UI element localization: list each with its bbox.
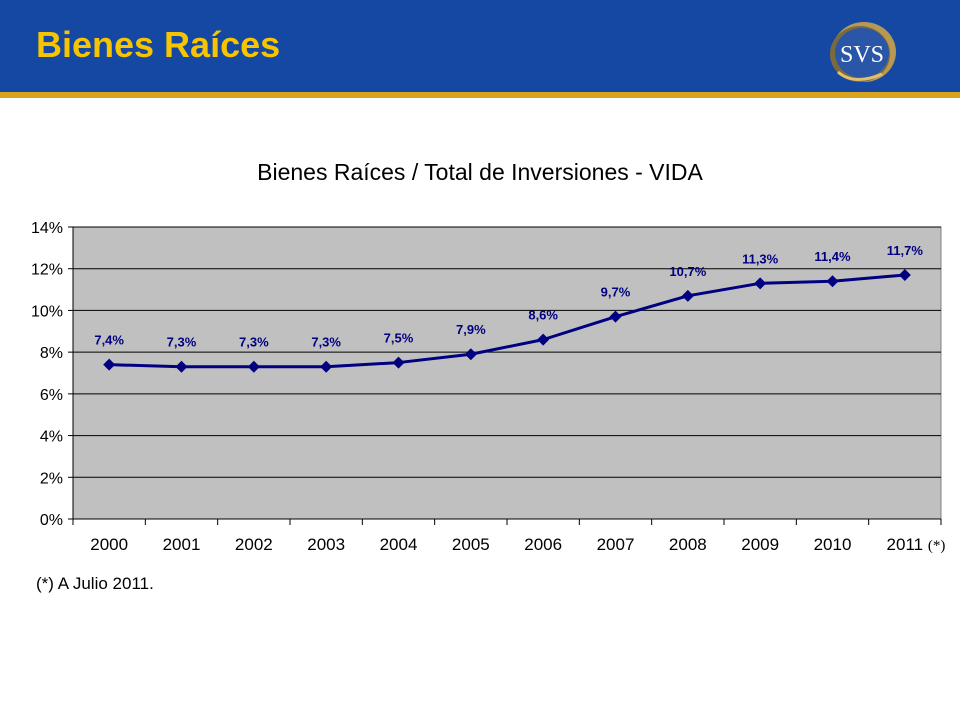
y-tick-label: 2% — [40, 470, 63, 487]
data-point-marker — [392, 356, 405, 369]
data-point-marker — [464, 348, 477, 361]
x-tick-label-suffix: (*) — [928, 538, 946, 554]
data-label: 7,4% — [94, 333, 124, 348]
x-tick-label: 2011 — [887, 535, 924, 554]
data-label: 9,7% — [601, 285, 631, 300]
x-tick-label: 2008 — [669, 535, 707, 554]
x-tick-label: 2003 — [307, 535, 345, 554]
data-point-marker — [826, 275, 839, 288]
data-point-marker — [320, 360, 333, 373]
data-point-marker — [754, 277, 767, 290]
x-tick-label: 2006 — [524, 535, 562, 554]
x-tick-label: 2002 — [235, 535, 273, 554]
x-tick-label: 2000 — [90, 535, 128, 554]
page-title: Bienes Raíces — [36, 24, 281, 65]
data-label: 7,3% — [167, 335, 197, 350]
data-label: 10,7% — [669, 264, 706, 279]
svs-logo: SVS — [830, 22, 896, 82]
x-tick-label: 2010 — [814, 535, 852, 554]
data-point-marker — [681, 289, 694, 302]
series-line — [109, 273, 905, 369]
y-tick-label: 14% — [31, 220, 63, 237]
header-bar — [0, 0, 960, 92]
data-point-marker — [898, 268, 911, 281]
chart-title: Bienes Raíces / Total de Inversiones - V… — [257, 159, 703, 185]
data-point-marker — [247, 360, 260, 373]
plot-area — [72, 226, 942, 520]
data-point-marker — [175, 360, 188, 373]
data-point-marker — [537, 333, 550, 346]
y-tick-label: 8% — [40, 345, 63, 362]
x-tick-label: 2004 — [380, 535, 418, 554]
x-tick-label: 2009 — [741, 535, 779, 554]
x-tick-label: 2005 — [452, 535, 490, 554]
y-tick-label: 0% — [40, 512, 63, 529]
data-label: 11,7% — [887, 243, 924, 258]
data-point-marker — [103, 358, 116, 371]
y-tick-label: 4% — [40, 429, 63, 446]
data-label: 11,3% — [742, 251, 779, 266]
data-label: 8,6% — [528, 308, 558, 323]
y-tick-label: 10% — [31, 303, 63, 320]
y-tick-label: 6% — [40, 387, 63, 404]
header-accent-line — [0, 92, 960, 98]
x-tick-label: 2001 — [163, 535, 201, 554]
x-tick-label: 2007 — [597, 535, 635, 554]
logo-text: SVS — [840, 42, 884, 68]
data-label: 7,9% — [456, 322, 486, 337]
y-tick-label: 12% — [31, 262, 63, 279]
data-label: 7,5% — [384, 331, 414, 346]
data-label: 7,3% — [311, 335, 341, 350]
data-label: 7,3% — [239, 335, 269, 350]
data-point-marker — [609, 310, 622, 323]
data-label: 11,4% — [814, 249, 851, 264]
footnote: (*) A Julio 2011. — [36, 574, 154, 593]
